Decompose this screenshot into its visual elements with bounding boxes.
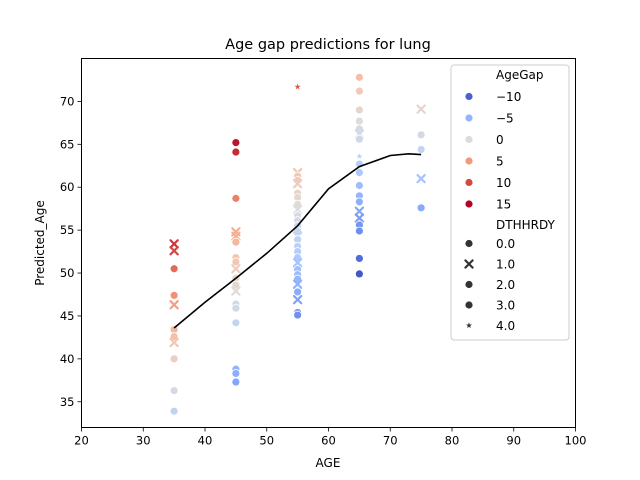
legend-style-label: 2.0 (496, 278, 515, 292)
data-point (354, 181, 364, 190)
x-tick-label: 50 (259, 434, 274, 448)
data-point (354, 168, 364, 178)
legend-style-marker (464, 300, 474, 310)
data-point (354, 254, 364, 263)
data-point (292, 258, 303, 268)
data-point (416, 145, 426, 154)
data-point (416, 104, 426, 114)
data-point (292, 279, 303, 289)
legend-hue-marker (464, 178, 474, 187)
x-tick-label: 90 (506, 434, 521, 448)
data-point (231, 280, 241, 290)
data-point (354, 116, 364, 126)
data-point (354, 213, 365, 223)
data-point (354, 197, 364, 207)
data-point (354, 269, 364, 279)
legend-style-marker (464, 280, 474, 289)
legend-hue-label: 15 (496, 198, 511, 212)
legend-style-label: 3.0 (496, 299, 515, 313)
data-point (231, 147, 241, 157)
legend-hue-marker (464, 135, 474, 144)
legend-style-label: 0.0 (496, 237, 515, 251)
x-tick-label: 70 (383, 434, 398, 448)
data-point (231, 369, 241, 378)
data-point (292, 294, 303, 305)
x-axis-label: AGE (316, 456, 341, 470)
data-point (169, 264, 179, 274)
legend-style-marker (464, 259, 474, 269)
legend-style-label: 4.0 (496, 319, 515, 333)
y-tick-label: 65 (60, 137, 75, 151)
legend-hue-label: 5 (496, 155, 504, 169)
y-tick-label: 50 (60, 266, 75, 280)
x-tick-label: 80 (445, 434, 460, 448)
y-tick-label: 35 (60, 395, 75, 409)
legend-style-marker (465, 322, 473, 329)
data-point (169, 290, 179, 300)
y-tick-label: 70 (60, 94, 75, 108)
data-point (169, 246, 179, 256)
data-point (231, 318, 241, 328)
data-point (354, 72, 364, 82)
legend-box (450, 64, 570, 341)
y-tick-label: 60 (60, 180, 75, 194)
x-axis: 20 30 40 50 60 70 80 90 100 (74, 427, 587, 448)
data-point (169, 300, 179, 310)
data-point (231, 303, 241, 313)
legend-hue-marker (464, 199, 474, 209)
legend-hue-marker (464, 156, 474, 166)
data-point (294, 83, 301, 90)
data-point (416, 130, 426, 140)
x-tick-label: 20 (74, 434, 89, 448)
data-point (231, 138, 241, 147)
x-tick-label: 30 (136, 434, 151, 448)
legend-style-title: DTHHRDY (496, 218, 556, 232)
legend-hue-marker (464, 113, 474, 123)
data-point (416, 203, 426, 213)
legend-style-label: 1.0 (496, 258, 515, 272)
data-point (169, 332, 179, 341)
legend-hue-marker (464, 92, 474, 101)
x-tick-label: 40 (198, 434, 213, 448)
x-tick-label: 60 (321, 434, 336, 448)
data-point (169, 239, 179, 249)
data-point (293, 310, 303, 320)
data-point (169, 354, 179, 364)
data-point (356, 153, 363, 159)
legend-hue-label: 10 (496, 176, 511, 190)
trend-line (173, 152, 422, 329)
data-point (354, 134, 364, 144)
plot-area (169, 72, 426, 416)
data-point (231, 286, 241, 296)
data-point (231, 193, 241, 203)
legend-hue-title: AgeGap (496, 68, 543, 82)
legend: AgeGap −10 −5 0 5 10 15 DTHHRDY 0.0 1.0 2.0 3.0 4… (450, 64, 570, 341)
data-point (231, 257, 241, 267)
data-point (231, 264, 241, 274)
data-point (231, 377, 241, 387)
data-point (354, 105, 364, 115)
data-point (169, 337, 179, 348)
y-tick-label: 40 (60, 352, 75, 366)
data-point (169, 386, 179, 396)
legend-hue-label: −5 (496, 112, 514, 126)
x-tick-label: 100 (565, 434, 587, 448)
data-point (354, 226, 364, 236)
legend-hue-label: 0 (496, 133, 504, 147)
y-axis: 35 40 45 50 55 60 65 70 (60, 94, 82, 409)
y-axis-label: Predicted_Age (33, 200, 47, 286)
legend-style-marker (464, 239, 474, 248)
y-tick-label: 45 (60, 309, 75, 323)
data-point (169, 406, 179, 416)
legend-hue-label: −10 (496, 90, 521, 104)
y-tick-label: 55 (60, 223, 75, 237)
data-point (231, 237, 241, 247)
data-point (292, 179, 303, 189)
data-point (354, 86, 364, 96)
data-point (293, 287, 303, 297)
chart-title: Age gap predictions for lung (225, 37, 431, 53)
data-point (354, 206, 365, 216)
data-point (416, 173, 426, 184)
